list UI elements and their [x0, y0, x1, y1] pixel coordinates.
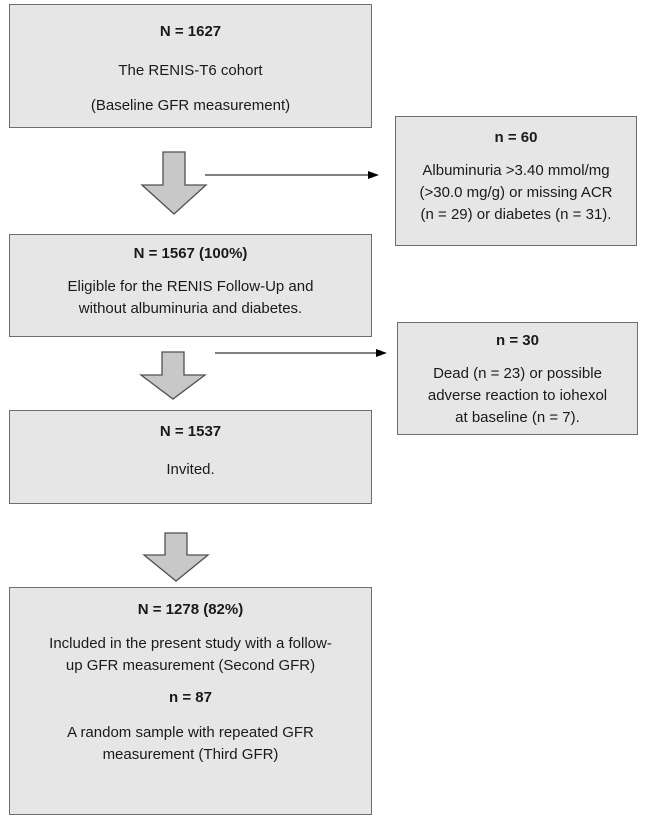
second-exclusion-box: n = 30 Dead (n = 23) or possible adverse…	[397, 322, 638, 435]
first-exclusion-line-2: (>30.0 mg/g) or missing ACR	[419, 184, 613, 201]
invited-label: Invited.	[166, 461, 215, 478]
included-line-4: measurement (Third GFR)	[102, 746, 279, 763]
included-count: N = 1278 (82%)	[137, 601, 244, 618]
down-arrow-icon	[139, 351, 207, 400]
eligible-line-2: without albuminuria and diabetes.	[78, 300, 303, 317]
down-arrow-icon	[140, 151, 208, 215]
cohort-box: N = 1627 The RENIS-T6 cohort (Baseline G…	[9, 4, 372, 128]
cohort-label: The RENIS-T6 cohort	[118, 62, 263, 79]
second-exclusion-line-3: at baseline (n = 7).	[455, 409, 580, 426]
eligible-box: N = 1567 (100%) Eligible for the RENIS F…	[9, 234, 372, 337]
eligible-count: N = 1567 (100%)	[133, 245, 248, 262]
eligible-line-1: Eligible for the RENIS Follow-Up and	[67, 278, 314, 295]
invited-box: N = 1537 Invited.	[9, 410, 372, 504]
down-arrow-icon	[142, 532, 210, 582]
second-exclusion-line-2: adverse reaction to iohexol	[427, 387, 608, 404]
included-line-2: up GFR measurement (Second GFR)	[65, 657, 316, 674]
repeated-sample-count: n = 87	[169, 689, 212, 706]
second-exclusion-count: n = 30	[496, 332, 539, 349]
cohort-sublabel: (Baseline GFR measurement)	[90, 97, 291, 114]
second-exclusion-line-1: Dead (n = 23) or possible	[433, 365, 602, 382]
connector-arrowhead-icon	[368, 171, 379, 179]
connector-arrowhead-icon	[376, 349, 387, 357]
first-exclusion-count: n = 60	[494, 129, 538, 146]
first-exclusion-line-3: (n = 29) or diabetes (n = 31).	[420, 206, 612, 223]
cohort-count: N = 1627	[159, 23, 222, 40]
included-line-3: A random sample with repeated GFR	[67, 724, 314, 741]
included-box: N = 1278 (82%) Included in the present s…	[9, 587, 372, 815]
first-exclusion-line-1: Albuminuria >3.40 mmol/mg	[422, 162, 610, 179]
included-line-1: Included in the present study with a fol…	[49, 635, 332, 652]
first-exclusion-box: n = 60 Albuminuria >3.40 mmol/mg (>30.0 …	[395, 116, 637, 246]
invited-count: N = 1537	[159, 423, 222, 440]
